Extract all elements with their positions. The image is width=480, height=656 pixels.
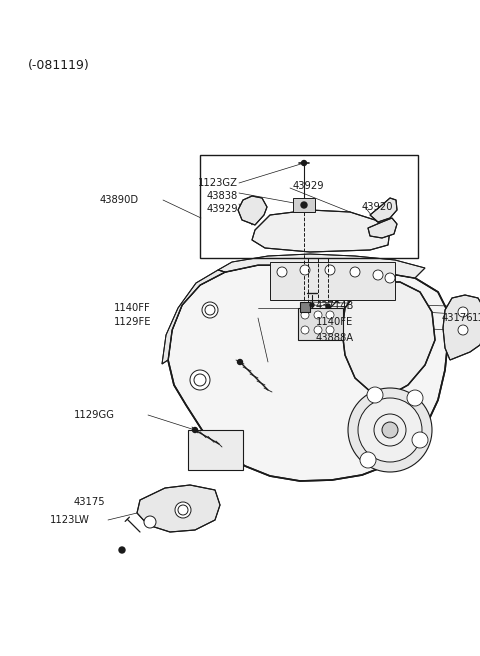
Circle shape [382, 422, 398, 438]
Circle shape [190, 370, 210, 390]
Circle shape [348, 388, 432, 472]
Text: 43838: 43838 [207, 191, 238, 201]
Text: 1123LW: 1123LW [50, 515, 90, 525]
Bar [298, 308, 343, 340]
Circle shape [144, 516, 156, 528]
Text: 43890D: 43890D [100, 195, 139, 205]
Text: 1123GZ: 1123GZ [198, 178, 238, 188]
Text: 43176: 43176 [442, 313, 474, 323]
Polygon shape [137, 485, 220, 532]
Bar [300, 302, 310, 312]
Circle shape [202, 302, 218, 318]
Circle shape [300, 265, 310, 275]
Bar [293, 198, 315, 212]
Circle shape [301, 311, 309, 319]
Polygon shape [342, 282, 435, 395]
Circle shape [350, 267, 360, 277]
Circle shape [326, 304, 330, 308]
Polygon shape [238, 196, 267, 225]
Polygon shape [368, 218, 397, 238]
Text: 43920: 43920 [362, 202, 394, 212]
Circle shape [175, 502, 191, 518]
Text: 1140FE: 1140FE [316, 317, 353, 327]
Polygon shape [252, 210, 390, 252]
Circle shape [326, 311, 334, 319]
Circle shape [325, 265, 335, 275]
Circle shape [326, 326, 334, 334]
Circle shape [367, 387, 383, 403]
Circle shape [358, 398, 422, 462]
Circle shape [192, 428, 197, 432]
Polygon shape [443, 295, 480, 360]
Text: 1129GG: 1129GG [74, 410, 115, 420]
Circle shape [412, 432, 428, 448]
Text: 43929: 43929 [293, 181, 324, 191]
Text: (-081119): (-081119) [28, 58, 90, 72]
Circle shape [310, 303, 314, 307]
Polygon shape [218, 254, 425, 278]
Circle shape [385, 273, 395, 283]
Circle shape [119, 547, 125, 553]
Circle shape [373, 270, 383, 280]
Circle shape [407, 390, 423, 406]
Polygon shape [162, 270, 225, 364]
Circle shape [458, 307, 468, 317]
Bar [270, 262, 395, 300]
Text: 43175: 43175 [74, 497, 106, 507]
Bar [188, 430, 243, 470]
Text: 43714B: 43714B [316, 301, 354, 311]
Bar [200, 155, 418, 258]
Circle shape [301, 326, 309, 334]
Text: 1140FF: 1140FF [114, 303, 151, 313]
Text: 1129FE: 1129FE [114, 317, 152, 327]
Polygon shape [370, 198, 397, 222]
Circle shape [301, 161, 307, 165]
Polygon shape [168, 265, 448, 481]
Text: 43929: 43929 [206, 204, 238, 214]
Circle shape [314, 311, 322, 319]
Circle shape [314, 326, 322, 334]
Circle shape [277, 267, 287, 277]
Circle shape [458, 325, 468, 335]
Circle shape [238, 359, 242, 365]
Text: 43888A: 43888A [316, 333, 354, 343]
Circle shape [301, 202, 307, 208]
Text: 1123LW: 1123LW [472, 313, 480, 323]
Circle shape [360, 452, 376, 468]
